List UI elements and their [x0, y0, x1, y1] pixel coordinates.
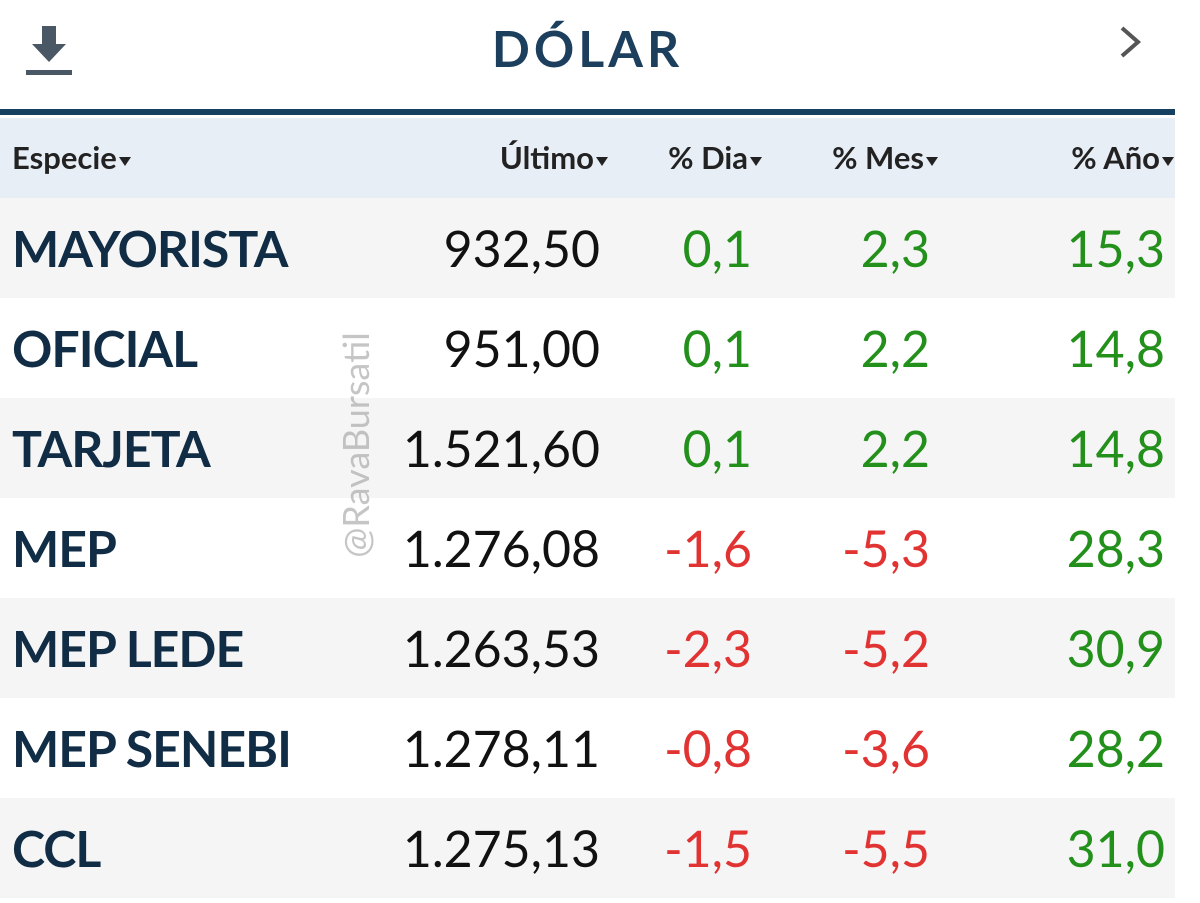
column-header[interactable]: Último — [500, 138, 608, 176]
cell-value: 1.278,11 — [402, 718, 600, 778]
next-arrow[interactable] — [1116, 24, 1146, 60]
cell-value: -5,3 — [842, 518, 930, 578]
table-row: OFICIAL 951,00 0,1 2,2 14,8 — [0, 298, 1175, 398]
cell-value: -5,5 — [842, 818, 930, 878]
cell-value: -1,5 — [664, 818, 752, 878]
column-header[interactable]: % Año — [1071, 138, 1174, 176]
sort-arrow — [596, 156, 608, 166]
row-name: OFICIAL — [12, 318, 198, 378]
cell-value: 2,2 — [860, 318, 930, 378]
cell-value: 1.276,08 — [402, 518, 600, 578]
row-name: CCL — [12, 818, 101, 878]
cell-value: 951,00 — [443, 318, 600, 378]
cell-value: 15,3 — [1066, 218, 1165, 278]
column-header[interactable]: Especie — [12, 138, 131, 176]
cell-value: -1,6 — [664, 518, 752, 578]
cell-value: -0,8 — [664, 718, 752, 778]
cell-value: 2,2 — [860, 418, 930, 478]
sort-arrow — [926, 156, 938, 166]
cell-value: 1.275,13 — [402, 818, 600, 878]
table-row: MAYORISTA 932,50 0,1 2,3 15,3 — [0, 198, 1175, 298]
column-header[interactable]: % Mes — [832, 138, 938, 176]
cell-value: -2,3 — [664, 618, 752, 678]
cell-value: 0,1 — [682, 218, 752, 278]
download-icon[interactable] — [24, 24, 74, 79]
cell-value: 31,0 — [1066, 818, 1165, 878]
table-row: MEP SENEBI 1.278,11 -0,8 -3,6 28,2 — [0, 698, 1175, 798]
table-row: TARJETA 1.521,60 0,1 2,2 14,8 — [0, 398, 1175, 498]
table-row: MEP LEDE 1.263,53 -2,3 -5,2 30,9 — [0, 598, 1175, 698]
cell-value: 14,8 — [1066, 418, 1165, 478]
cell-value: 932,50 — [443, 218, 600, 278]
cell-value: 0,1 — [682, 418, 752, 478]
header-rule — [0, 109, 1175, 115]
cell-value: 30,9 — [1066, 618, 1165, 678]
row-name: MEP SENEBI — [12, 718, 292, 778]
row-name: MEP — [12, 518, 117, 578]
column-label: Especie — [12, 138, 117, 176]
row-name: MEP LEDE — [12, 618, 244, 678]
sort-arrow — [118, 156, 131, 166]
column-label: % Año — [1071, 138, 1160, 176]
column-label: Último — [499, 138, 594, 176]
column-header[interactable]: % Dia — [668, 138, 762, 176]
cell-value: 0,1 — [682, 318, 752, 378]
cell-value: -3,6 — [842, 718, 930, 778]
sort-arrow — [1162, 156, 1174, 166]
row-name: MAYORISTA — [12, 218, 289, 278]
table-row: MEP 1.276,08 -1,6 -5,3 28,3 — [0, 498, 1175, 598]
watermark: @RavaBursatil — [333, 332, 377, 558]
column-label: % Mes — [832, 138, 924, 176]
table-row: CCL 1.275,13 -1,5 -5,5 31,0 — [0, 798, 1175, 898]
row-name: TARJETA — [12, 418, 211, 478]
cell-value: 28,3 — [1066, 518, 1165, 578]
column-label: % Dia — [668, 138, 748, 176]
cell-value: 28,2 — [1066, 718, 1165, 778]
cell-value: -5,2 — [842, 618, 930, 678]
table-header: Especie Último % Dia % Mes % Año — [0, 118, 1175, 198]
cell-value: 14,8 — [1066, 318, 1165, 378]
sort-arrow — [750, 156, 762, 166]
title: DÓLAR — [491, 18, 684, 78]
cell-value: 2,3 — [860, 218, 930, 278]
cell-value: 1.263,53 — [402, 618, 600, 678]
cell-value: 1.521,60 — [402, 418, 600, 478]
